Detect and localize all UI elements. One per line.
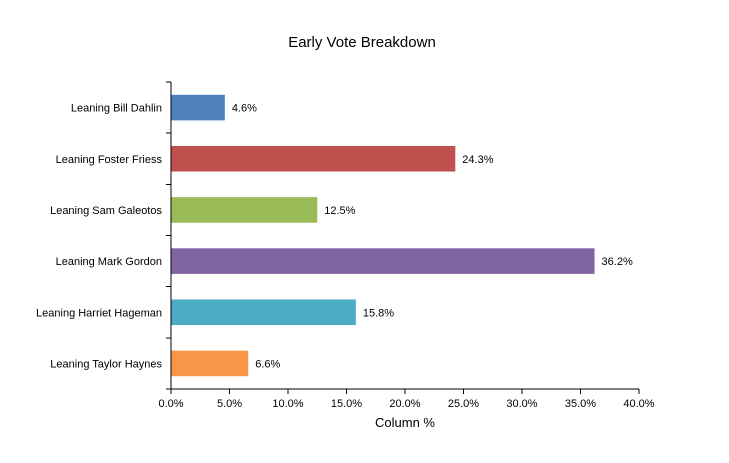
chart-title: Early Vote Breakdown (288, 34, 436, 51)
x-tick-label: 0.0% (158, 398, 183, 410)
x-tick-label: 5.0% (217, 398, 242, 410)
data-label: 6.6% (255, 358, 280, 370)
category-label: Leaning Mark Gordon (56, 256, 162, 268)
x-tick-label: 25.0% (448, 398, 479, 410)
category-label: Leaning Bill Dahlin (71, 103, 162, 115)
bar (171, 197, 318, 223)
category-label: Leaning Sam Galeotos (50, 205, 162, 217)
category-label: Leaning Foster Friess (56, 154, 163, 166)
x-tick-label: 30.0% (506, 398, 537, 410)
data-label: 4.6% (232, 103, 257, 115)
category-label: Leaning Taylor Haynes (50, 358, 162, 370)
bar (171, 299, 356, 326)
bar (171, 145, 456, 172)
bar (171, 248, 595, 274)
x-axis-title: Column % (375, 415, 435, 430)
x-tick-label: 40.0% (623, 398, 654, 410)
data-label: 12.5% (324, 205, 355, 217)
x-tick-label: 15.0% (331, 398, 362, 410)
bar (171, 350, 249, 377)
data-label: 36.2% (602, 256, 633, 268)
x-tick-label: 20.0% (389, 398, 420, 410)
category-label: Leaning Harriet Hageman (36, 307, 162, 319)
labels-layer: Leaning Bill Dahlin 4.6% Leaning Foster Fr… (36, 103, 633, 371)
x-tick-label: 35.0% (565, 398, 596, 410)
bar (171, 94, 225, 121)
data-label: 24.3% (462, 154, 493, 166)
data-label: 15.8% (363, 307, 394, 319)
bars-layer (171, 94, 595, 377)
axes-layer: 0.0% 5.0% 10.0% 15.0% 20.0% 25.0% 30.0% 35.0% 40… (158, 81, 655, 410)
x-tick-label: 10.0% (272, 398, 303, 410)
